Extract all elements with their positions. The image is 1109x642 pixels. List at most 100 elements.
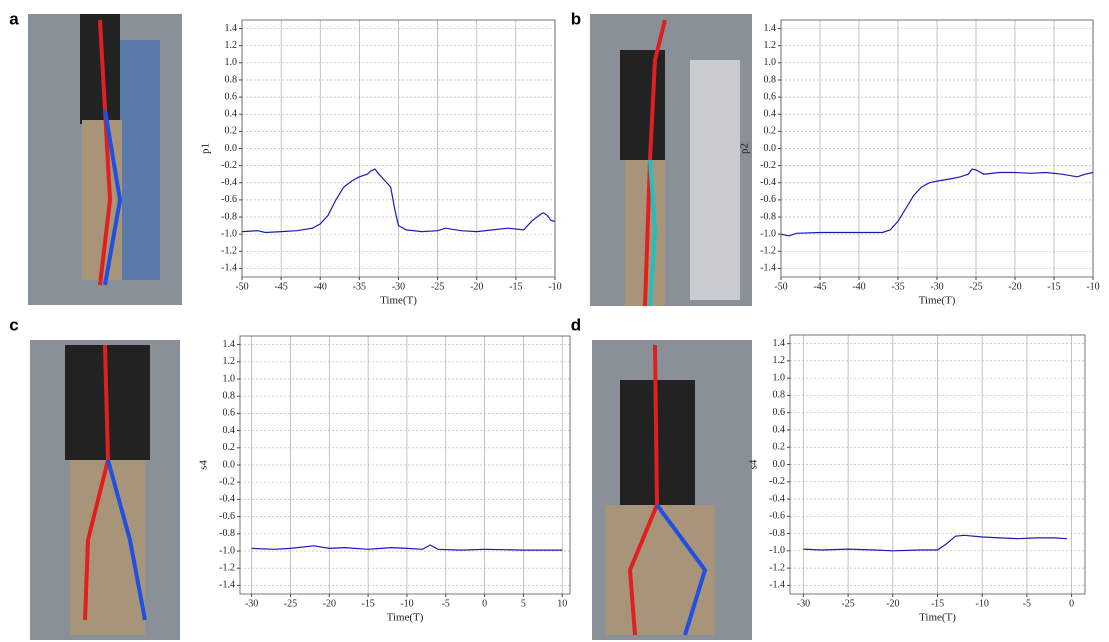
x-tick-label: -30 xyxy=(930,281,943,292)
skeleton xyxy=(655,503,708,636)
plot-frame xyxy=(780,19,1094,278)
y-tick-label: 0.2 xyxy=(773,442,786,453)
y-tick-label: -1.2 xyxy=(219,562,235,573)
y-tick-label: -1.4 xyxy=(219,580,235,591)
y-tick-label: -1.2 xyxy=(760,246,776,257)
y-tick-label: -0.4 xyxy=(760,177,776,188)
data-line xyxy=(241,168,556,234)
y-tick-label: -1.0 xyxy=(760,228,776,239)
y-tick-label: -0.8 xyxy=(221,211,237,222)
y-tick-label: 0.0 xyxy=(773,459,786,470)
y-tick-label: -1.0 xyxy=(221,228,237,239)
x-tick-label: -25 xyxy=(969,281,982,292)
x-tick-label: -5 xyxy=(442,598,450,609)
y-tick-label: 0.6 xyxy=(225,91,238,102)
y-tick-label: -1.0 xyxy=(769,545,785,556)
y-tick-label: -0.4 xyxy=(769,493,785,504)
y-tick-label: -0.4 xyxy=(219,494,235,505)
y-tick-label: -0.8 xyxy=(769,528,785,539)
y-tick-label: 1.4 xyxy=(764,23,777,34)
x-tick-label: -5 xyxy=(1023,598,1031,609)
y-tick-label: 1.4 xyxy=(223,339,236,350)
y-axis-label: s4 xyxy=(198,460,210,470)
y-tick-label: 0.4 xyxy=(225,109,238,120)
y-tick-label: -0.6 xyxy=(769,511,785,522)
y-tick-label: -0.6 xyxy=(221,194,237,205)
plot-frame xyxy=(789,334,1086,595)
y-tick-label: 1.2 xyxy=(773,355,786,366)
x-tick-label: -20 xyxy=(1008,281,1021,292)
panel-label: d xyxy=(571,315,581,334)
photo-d xyxy=(592,340,752,640)
y-tick-label: 0.4 xyxy=(764,109,777,120)
y-tick-label: 1.4 xyxy=(225,23,238,34)
x-tick-label: -50 xyxy=(235,281,248,292)
skeleton xyxy=(643,19,667,307)
y-tick-label: -1.2 xyxy=(221,246,237,257)
x-tick-label: -45 xyxy=(274,281,287,292)
panel-label: b xyxy=(571,9,581,28)
photo-a xyxy=(28,14,182,305)
y-tick-label: 1.0 xyxy=(225,57,238,68)
y-tick-label: 1.4 xyxy=(773,338,786,349)
y-tick-label: 0.0 xyxy=(764,143,777,154)
y-tick-label: 0.8 xyxy=(773,390,786,401)
plot-frame xyxy=(239,335,571,595)
skeleton xyxy=(103,109,123,286)
y-tick-label: 1.0 xyxy=(773,372,786,383)
x-tick-label: -10 xyxy=(548,281,561,292)
y-tick-label: -1.0 xyxy=(219,545,235,556)
photo-b xyxy=(590,14,752,307)
skeleton xyxy=(106,459,147,621)
x-tick-label: -40 xyxy=(852,281,865,292)
x-tick-label: -15 xyxy=(509,281,522,292)
y-tick-label: 1.2 xyxy=(223,356,236,367)
x-tick-label: 0 xyxy=(482,598,487,609)
x-tick-label: -35 xyxy=(891,281,904,292)
y-tick-label: 0.8 xyxy=(764,74,777,85)
x-tick-label: -10 xyxy=(400,598,413,609)
y-axis-label: s4 xyxy=(748,459,760,469)
photo-panel xyxy=(120,40,160,280)
panel-label: a xyxy=(9,9,19,28)
y-tick-label: -1.4 xyxy=(769,580,785,591)
data-line xyxy=(251,544,563,551)
skeleton xyxy=(98,19,113,286)
x-axis-label: Time(T) xyxy=(380,295,417,307)
data-line xyxy=(780,168,1094,237)
photo-c xyxy=(30,340,180,640)
y-axis-label: p1 xyxy=(200,143,212,154)
x-tick-label: -15 xyxy=(1047,281,1060,292)
x-tick-label: -30 xyxy=(245,598,258,609)
x-tick-label: -30 xyxy=(797,598,810,609)
skeleton xyxy=(627,344,660,636)
y-tick-label: 0.6 xyxy=(223,408,236,419)
y-tick-label: 0.2 xyxy=(764,126,777,137)
x-tick-label: 10 xyxy=(557,598,567,609)
x-tick-label: -20 xyxy=(323,598,336,609)
y-tick-label: 1.2 xyxy=(225,40,238,51)
x-tick-label: -40 xyxy=(314,281,327,292)
y-tick-label: -0.8 xyxy=(760,211,776,222)
y-tick-label: 0.2 xyxy=(225,126,238,137)
y-tick-label: 0.8 xyxy=(223,390,236,401)
x-tick-label: -25 xyxy=(841,598,854,609)
y-tick-label: 0.4 xyxy=(223,425,236,436)
x-tick-label: 0 xyxy=(1069,598,1074,609)
x-tick-label: -50 xyxy=(774,281,787,292)
y-tick-label: -1.2 xyxy=(769,562,785,573)
x-tick-label: -20 xyxy=(470,281,483,292)
y-tick-label: -0.2 xyxy=(769,476,785,487)
y-tick-label: -0.2 xyxy=(760,160,776,171)
x-tick-label: -30 xyxy=(392,281,405,292)
y-tick-label: 1.0 xyxy=(223,373,236,384)
x-tick-label: -10 xyxy=(1086,281,1099,292)
x-tick-label: -25 xyxy=(431,281,444,292)
y-tick-label: -0.2 xyxy=(221,160,237,171)
skeleton xyxy=(648,159,658,307)
y-tick-label: 0.2 xyxy=(223,442,236,453)
y-tick-label: -0.8 xyxy=(219,528,235,539)
y-tick-label: 0.6 xyxy=(764,91,777,102)
photo-cabinet xyxy=(690,60,740,300)
